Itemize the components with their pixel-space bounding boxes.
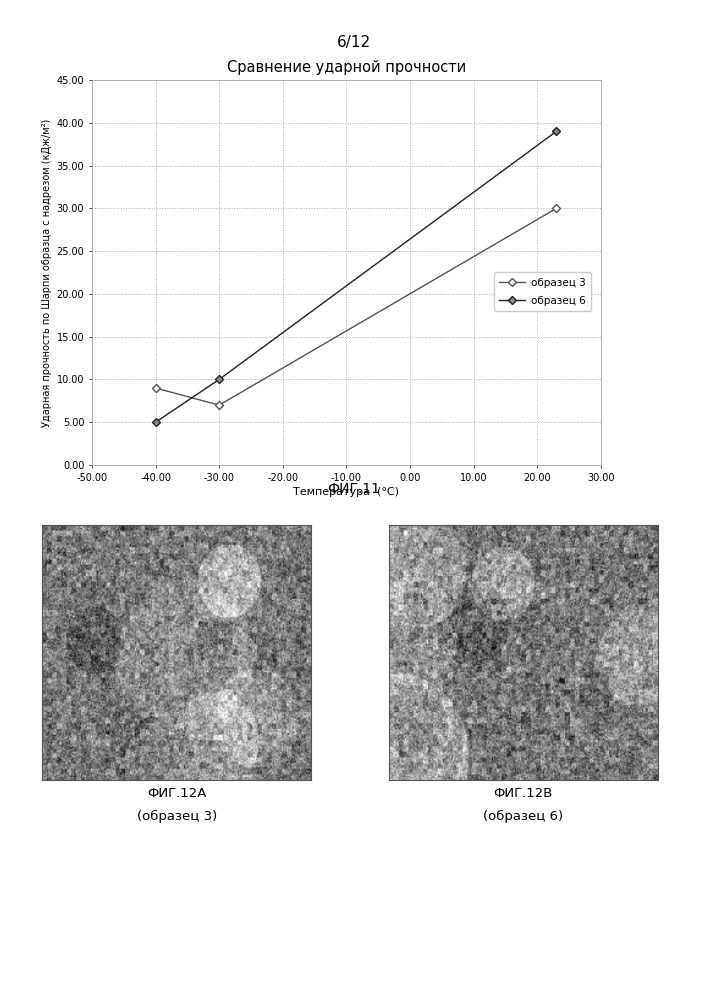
образец 6 (151, 416, 160, 428)
Line: образец 6: образец 6 (153, 129, 559, 425)
Text: ФИГ.12В: ФИГ.12В (493, 787, 553, 800)
Text: 6/12: 6/12 (337, 35, 370, 50)
Text: (образец 3): (образец 3) (136, 810, 217, 823)
X-axis label: Температура  (°C): Температура (°C) (293, 487, 399, 497)
Y-axis label: Ударная прочность по Шарпи образца с надрезом (кДж/м²): Ударная прочность по Шарпи образца с над… (42, 118, 52, 427)
Line: образец 3: образец 3 (153, 206, 559, 408)
образец 3 (215, 399, 223, 411)
Text: ФИГ.11: ФИГ.11 (327, 482, 380, 496)
образец 6 (215, 373, 223, 385)
Title: Сравнение ударной прочности: Сравнение ударной прочности (227, 60, 466, 75)
Text: (образец 6): (образец 6) (483, 810, 563, 823)
образец 3 (151, 382, 160, 394)
Text: ФИГ.12А: ФИГ.12А (147, 787, 206, 800)
Legend: образец 3, образец 6: образец 3, образец 6 (494, 272, 590, 311)
образец 3 (552, 202, 561, 214)
образец 6 (552, 125, 561, 137)
